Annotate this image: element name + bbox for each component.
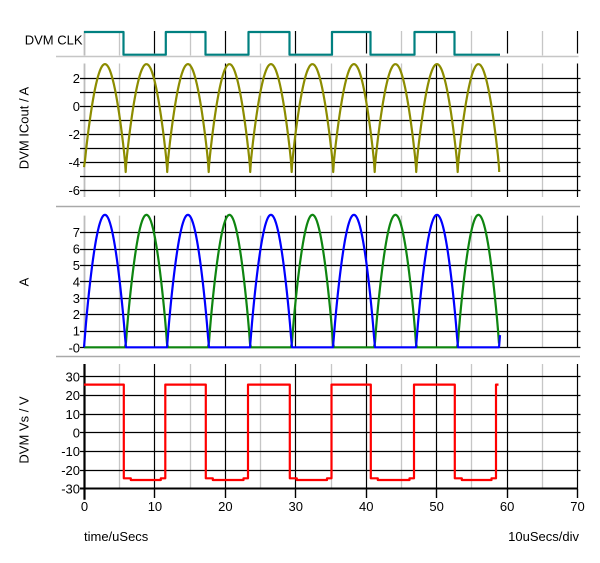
svg-text:-6: -6 (68, 183, 80, 198)
svg-text:20: 20 (66, 388, 80, 403)
svg-text:10uSecs/div: 10uSecs/div (508, 529, 579, 544)
svg-text:2: 2 (73, 307, 80, 322)
svg-text:time/uSecs: time/uSecs (84, 529, 149, 544)
svg-text:70: 70 (570, 499, 584, 514)
svg-text:5: 5 (73, 258, 80, 273)
svg-text:-20: -20 (61, 463, 80, 478)
svg-text:50: 50 (429, 499, 443, 514)
svg-text:-4: -4 (68, 155, 80, 170)
svg-text:2: 2 (73, 71, 80, 86)
svg-text:1: 1 (73, 324, 80, 339)
svg-text:-30: -30 (61, 482, 80, 497)
svg-text:DVM ICout / A: DVM ICout / A (17, 86, 32, 169)
svg-text:DVM CLK: DVM CLK (25, 33, 83, 48)
svg-text:-10: -10 (61, 444, 80, 459)
svg-text:4: 4 (73, 274, 80, 289)
svg-text:30: 30 (66, 369, 80, 384)
svg-text:30: 30 (289, 499, 303, 514)
svg-text:10: 10 (148, 499, 162, 514)
svg-text:3: 3 (73, 291, 80, 306)
svg-text:0: 0 (73, 99, 80, 114)
svg-text:40: 40 (359, 499, 373, 514)
svg-text:10: 10 (66, 407, 80, 422)
svg-text:-0: -0 (68, 340, 80, 355)
svg-text:20: 20 (218, 499, 232, 514)
svg-text:6: 6 (73, 242, 80, 257)
svg-text:0: 0 (73, 426, 80, 441)
svg-text:DVM Vs / V: DVM Vs / V (17, 396, 32, 464)
svg-text:A: A (17, 277, 32, 286)
svg-text:60: 60 (500, 499, 514, 514)
svg-text:0: 0 (81, 499, 88, 514)
svg-text:-2: -2 (68, 127, 80, 142)
svg-text:7: 7 (73, 225, 80, 240)
